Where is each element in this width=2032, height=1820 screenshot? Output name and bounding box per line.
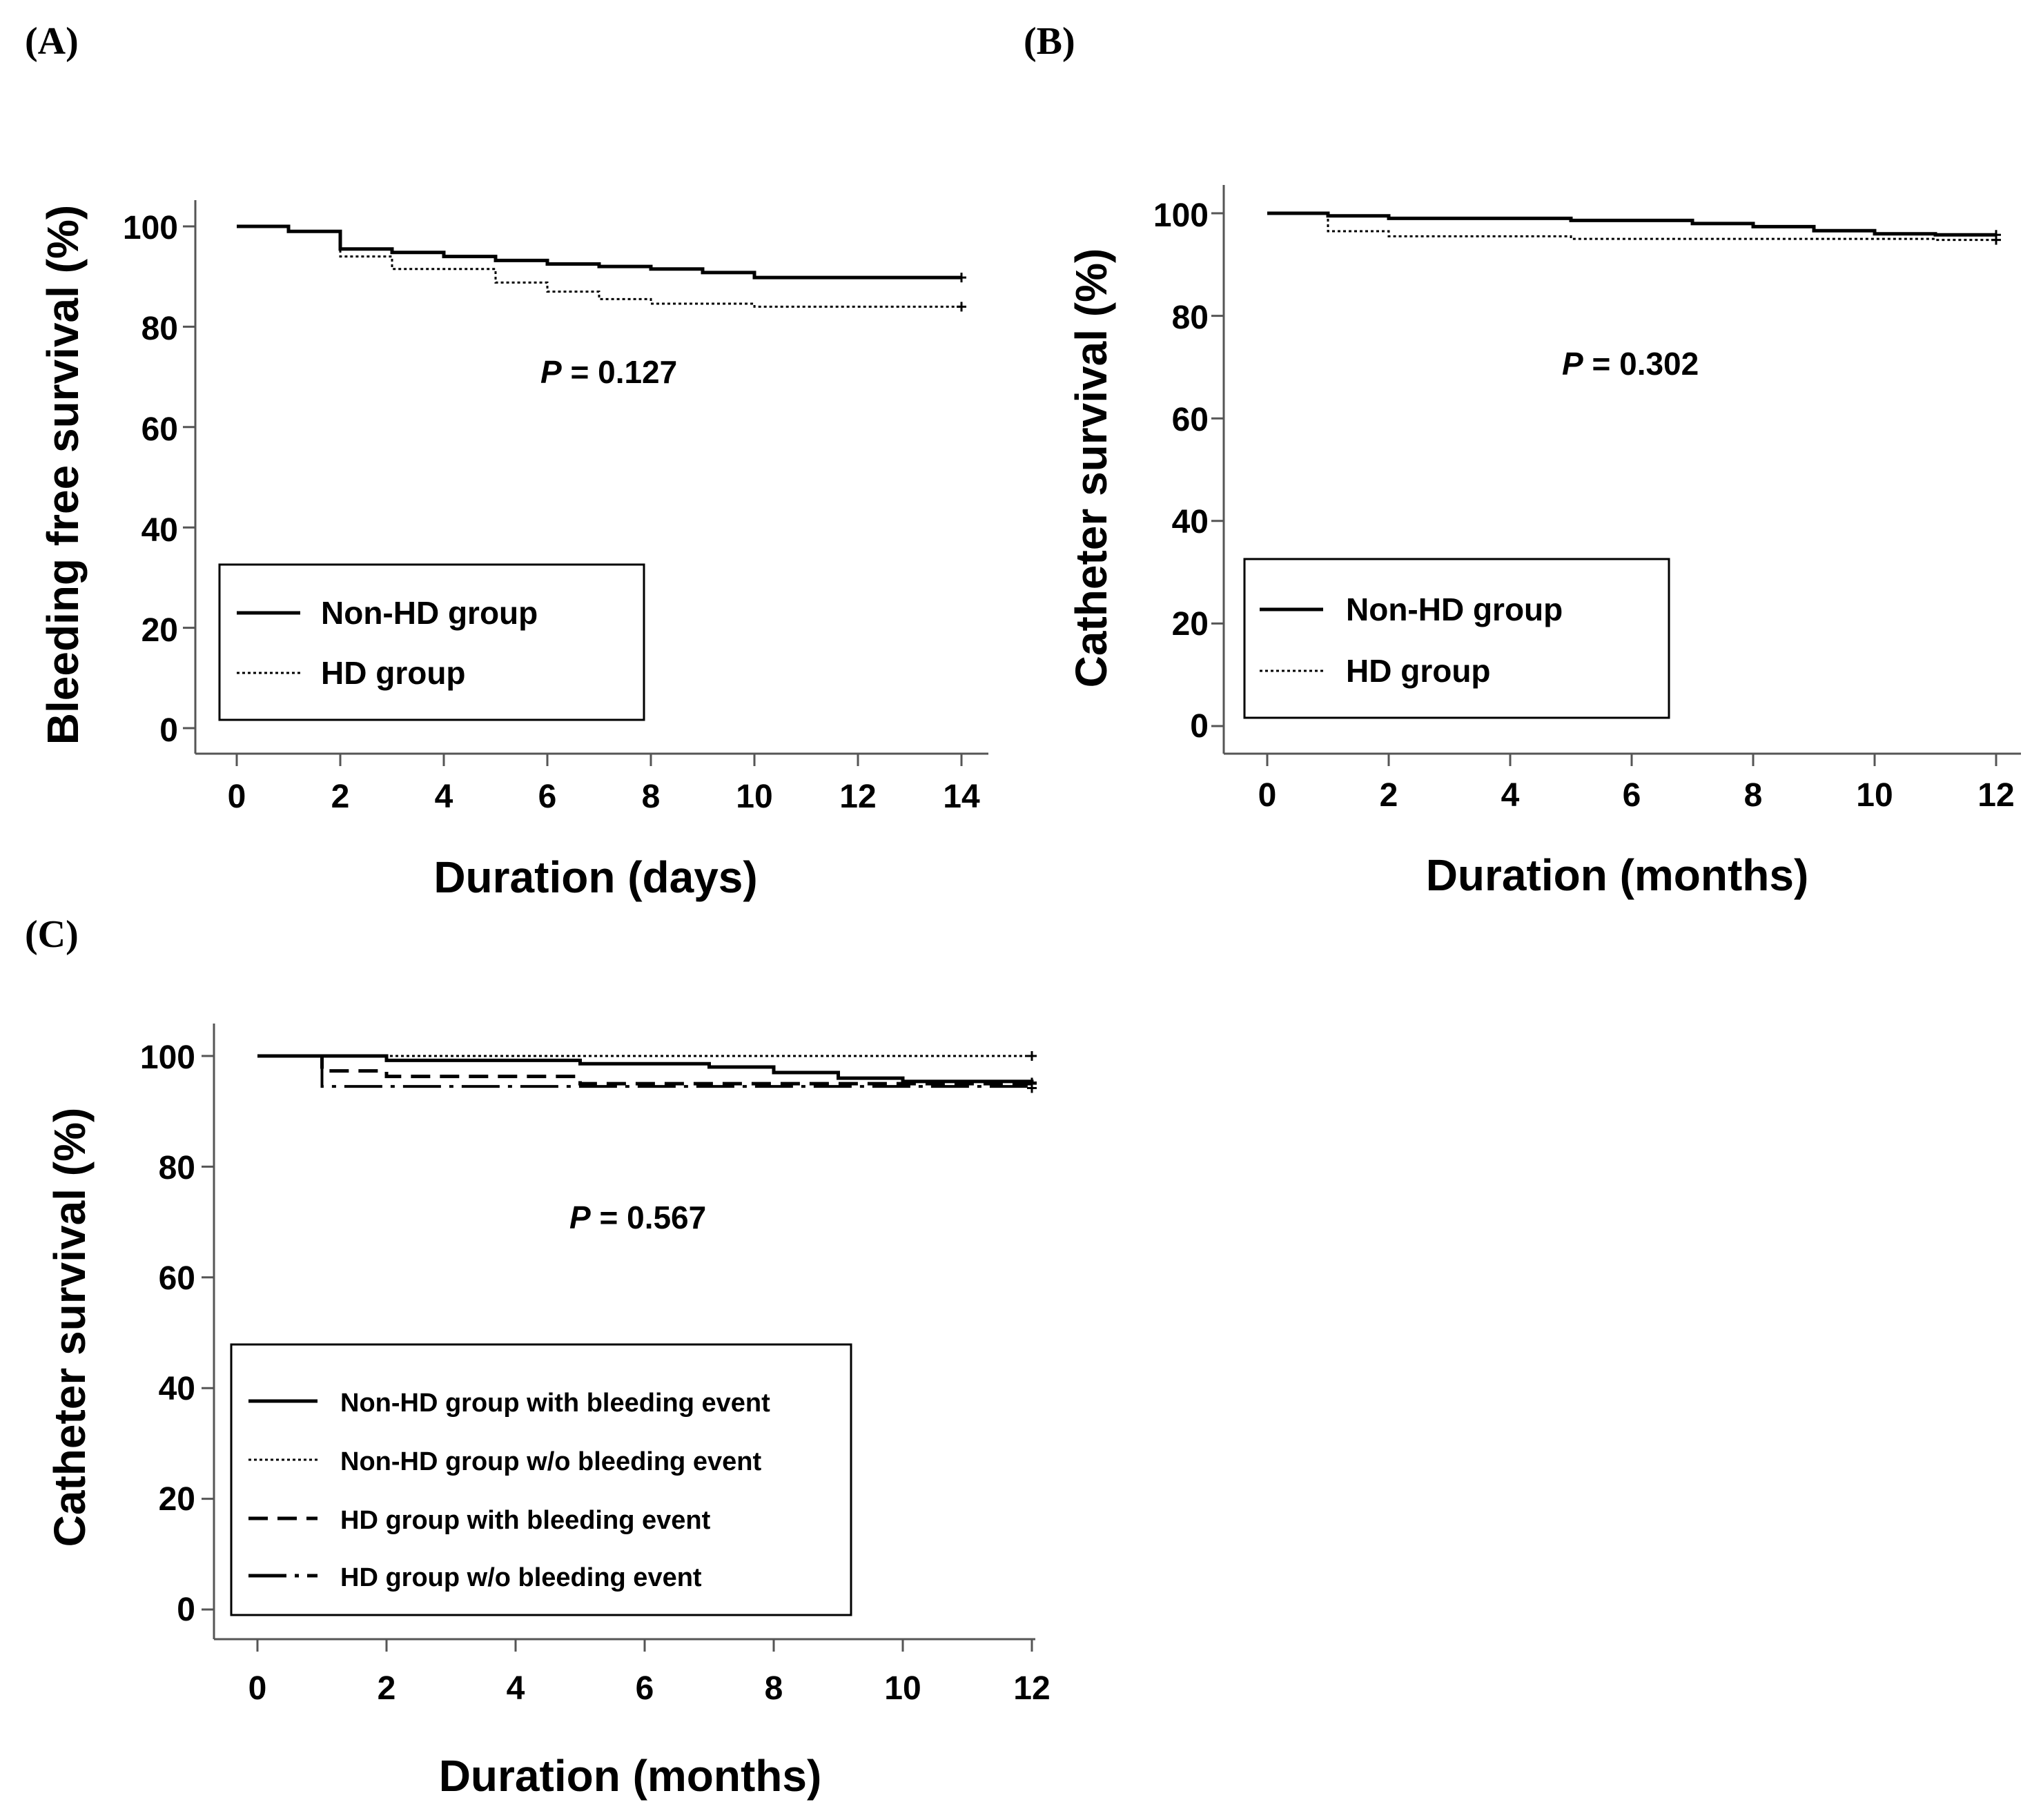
panel-c-y-tick-labels: 100 80 60 40 20 0 xyxy=(140,1039,195,1628)
x-tick-label-8: 8 xyxy=(765,1670,783,1707)
panel-a-y-axis-title: Bleeding free survival (%) xyxy=(38,205,88,745)
panel-b-curves xyxy=(1267,211,2001,245)
y-tick-label-0: 0 xyxy=(177,1592,195,1628)
panel-b-y-axis-title: Catheter survival (%) xyxy=(1066,248,1116,688)
series-hd-group-w-o-bleeding-event xyxy=(257,1055,1033,1088)
panel-a-x-axis-title: Duration (days) xyxy=(433,852,757,902)
legend-label-non-hd: Non-HD group xyxy=(1346,591,1563,627)
panel-a-p-value: P = 0.127 xyxy=(540,354,677,390)
panel-a-label: (A) xyxy=(25,20,79,63)
panel-b-legend-box xyxy=(1243,558,1670,719)
panel-b: (B) 100 80 60 40 20 0 0 2 4 6 8 10 12 Ca… xyxy=(1024,20,2021,900)
legend-label-hd: HD group xyxy=(1346,653,1491,689)
y-tick-label-40: 40 xyxy=(141,512,178,549)
series-non-hd-group xyxy=(237,224,961,280)
y-tick-label-40: 40 xyxy=(1172,504,1209,540)
panel-b-y-tick-labels: 100 80 60 40 20 0 xyxy=(1153,197,1209,745)
x-tick-label-12: 12 xyxy=(839,779,876,815)
panel-c-x-tick-labels: 0 2 4 6 8 10 12 xyxy=(248,1670,1051,1707)
y-tick-label-20: 20 xyxy=(141,612,178,649)
panel-c-label: (C) xyxy=(25,913,79,956)
legend-label-hd-with-bleeding: HD group with bleeding event xyxy=(340,1506,711,1535)
x-tick-label-2: 2 xyxy=(378,1670,396,1707)
y-tick-label-60: 60 xyxy=(1172,402,1209,438)
legend-label-non-hd-wo-bleeding: Non-HD group w/o bleeding event xyxy=(340,1447,761,1476)
panel-a-curves xyxy=(237,224,966,312)
panel-c-curves xyxy=(257,1051,1037,1093)
panel-b-x-axis-title: Duration (months) xyxy=(1426,850,1809,900)
series-non-hd-group-with-bleeding-event xyxy=(257,1054,1034,1084)
x-tick-label-10: 10 xyxy=(1856,777,1893,814)
x-tick-label-4: 4 xyxy=(507,1670,525,1707)
y-tick-label-100: 100 xyxy=(123,210,178,246)
x-tick-label-8: 8 xyxy=(1744,777,1763,814)
panel-c: (C) 100 80 60 40 20 0 0 2 4 6 8 10 12 Ca… xyxy=(25,913,1051,1801)
y-tick-label-80: 80 xyxy=(159,1150,195,1186)
x-tick-label-2: 2 xyxy=(1380,777,1398,814)
y-tick-label-20: 20 xyxy=(159,1481,195,1518)
legend-label-non-hd-with-bleeding: Non-HD group with bleeding event xyxy=(340,1389,770,1418)
censor-mark xyxy=(957,302,966,312)
panel-c-p-value: P = 0.567 xyxy=(569,1200,706,1235)
x-tick-label-14: 14 xyxy=(943,779,980,815)
x-tick-label-10: 10 xyxy=(884,1670,921,1707)
panel-a-ticks xyxy=(183,225,963,766)
x-tick-label-6: 6 xyxy=(538,779,557,815)
y-tick-label-0: 0 xyxy=(159,712,178,749)
y-tick-label-100: 100 xyxy=(140,1039,195,1076)
x-tick-label-0: 0 xyxy=(1258,777,1277,814)
panel-b-legend: Non-HD group HD group xyxy=(1243,558,1670,719)
x-tick-label-6: 6 xyxy=(636,1670,654,1707)
x-tick-label-6: 6 xyxy=(1623,777,1641,814)
x-tick-label-0: 0 xyxy=(228,779,246,815)
x-tick-label-0: 0 xyxy=(248,1670,267,1707)
x-tick-label-4: 4 xyxy=(1501,777,1520,814)
y-tick-label-60: 60 xyxy=(141,411,178,448)
legend-label-hd-wo-bleeding: HD group w/o bleeding event xyxy=(340,1563,702,1592)
panel-a-x-tick-labels: 0 2 4 6 8 10 12 14 xyxy=(228,779,980,815)
panel-c-legend-box xyxy=(230,1343,852,1616)
panel-a-legend-box xyxy=(218,563,645,721)
y-tick-label-20: 20 xyxy=(1172,606,1209,643)
series-hd-group-with-bleeding-event xyxy=(257,1054,1032,1086)
legend-label-non-hd: Non-HD group xyxy=(321,595,538,631)
y-tick-label-80: 80 xyxy=(1172,300,1209,336)
y-tick-label-80: 80 xyxy=(141,311,178,347)
panel-c-x-axis-title: Duration (months) xyxy=(439,1751,822,1801)
x-tick-label-4: 4 xyxy=(435,779,453,815)
panel-b-ticks xyxy=(1211,212,1997,766)
x-tick-label-10: 10 xyxy=(736,779,772,815)
y-tick-label-40: 40 xyxy=(159,1371,195,1407)
panel-a: (A) 100 80 60 40 20 0 0 2 4 6 8 10 12 14… xyxy=(25,20,988,902)
x-tick-label-12: 12 xyxy=(1013,1670,1050,1707)
series-non-hd-group xyxy=(1267,211,1996,237)
x-tick-label-2: 2 xyxy=(331,779,350,815)
panel-b-p-value: P = 0.302 xyxy=(1562,346,1699,382)
censor-mark xyxy=(1027,1083,1037,1093)
y-tick-label-60: 60 xyxy=(159,1260,195,1297)
panel-a-y-tick-labels: 100 80 60 40 20 0 xyxy=(123,210,178,749)
panel-a-legend: Non-HD group HD group xyxy=(218,563,645,721)
panel-c-y-axis-title: Catheter survival (%) xyxy=(45,1108,95,1547)
panel-b-x-tick-labels: 0 2 4 6 8 10 12 xyxy=(1258,777,2015,814)
y-tick-label-0: 0 xyxy=(1190,708,1209,745)
censor-mark xyxy=(1991,235,2001,245)
panel-c-ticks xyxy=(202,1055,1033,1652)
panel-c-legend: Non-HD group with bleeding event Non-HD … xyxy=(230,1343,852,1616)
x-tick-label-12: 12 xyxy=(1977,777,2014,814)
panel-b-label: (B) xyxy=(1024,20,1075,63)
x-tick-label-8: 8 xyxy=(642,779,661,815)
censor-mark xyxy=(1027,1051,1037,1061)
series-hd-group xyxy=(237,225,961,308)
censor-mark xyxy=(957,273,966,283)
y-tick-label-100: 100 xyxy=(1153,197,1209,234)
legend-label-hd: HD group xyxy=(321,655,466,691)
